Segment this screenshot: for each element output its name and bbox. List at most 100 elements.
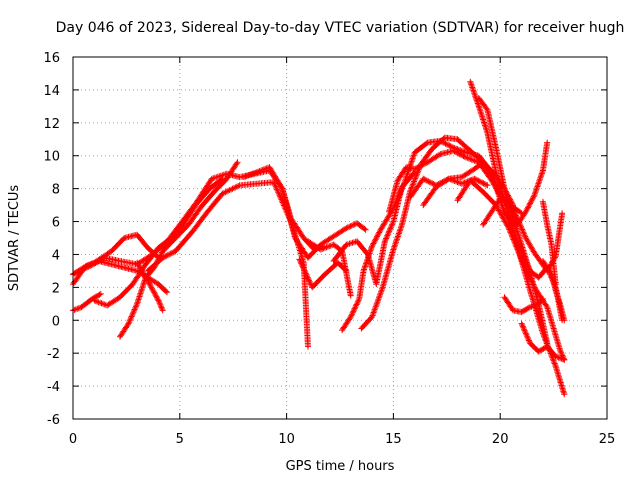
data-point (307, 345, 309, 348)
data-point (243, 176, 245, 178)
data-point (482, 161, 484, 164)
data-point (503, 210, 506, 213)
data-point (208, 187, 211, 190)
series-marks (91, 175, 226, 309)
data-point (82, 266, 85, 269)
data-point (187, 224, 190, 226)
data-point (499, 197, 502, 200)
data-point (255, 182, 258, 185)
data-point (554, 355, 557, 358)
data-point (268, 166, 271, 169)
series-track-24 (501, 294, 546, 315)
data-point (221, 177, 224, 180)
data-point (482, 224, 484, 226)
data-point (486, 131, 489, 134)
x-tick-label: 10 (278, 432, 295, 447)
series-track-5 (91, 175, 226, 309)
data-point (439, 153, 442, 155)
data-point (356, 240, 358, 243)
y-tick-label: 0 (52, 314, 60, 329)
data-point (512, 309, 514, 312)
data-point (495, 171, 497, 173)
data-point (311, 286, 314, 289)
data-point (550, 243, 553, 246)
y-tick-label: 16 (43, 51, 60, 66)
data-point (559, 303, 561, 305)
data-point (332, 260, 335, 262)
data-point (99, 293, 102, 295)
series-track-23 (505, 139, 551, 228)
data-point (413, 151, 416, 154)
data-point (478, 97, 480, 99)
data-point (384, 240, 386, 243)
data-point (337, 261, 339, 264)
data-point (123, 266, 126, 269)
data-point (332, 243, 335, 246)
data-point (546, 141, 548, 144)
data-point (170, 237, 173, 239)
data-point (106, 304, 108, 307)
data-point (345, 227, 348, 229)
y-tick-label: -4 (47, 380, 60, 395)
data-point (206, 210, 209, 213)
data-point (520, 250, 523, 252)
data-point (482, 191, 484, 193)
y-tick-label: 14 (43, 84, 60, 99)
y-tick-label: 2 (52, 281, 60, 296)
data-point (520, 311, 523, 313)
data-point (174, 250, 177, 252)
data-point (93, 261, 96, 264)
data-point (525, 210, 527, 213)
data-point (495, 146, 497, 149)
data-point (136, 303, 138, 305)
data-point (529, 289, 531, 292)
data-point (426, 141, 429, 144)
data-point (358, 298, 361, 300)
data-point (529, 342, 531, 345)
data-point (422, 177, 425, 180)
series-track-7 (134, 259, 166, 314)
data-point (236, 161, 239, 164)
data-point (110, 263, 113, 266)
data-point (563, 358, 566, 361)
data-point (196, 202, 198, 205)
data-point (490, 174, 493, 177)
data-point (281, 187, 284, 190)
data-point (490, 210, 493, 213)
data-point (403, 182, 405, 185)
data-point (388, 210, 390, 213)
data-point (435, 186, 437, 188)
y-axis-label: SDTVAR / TECUs (7, 185, 22, 292)
data-point (520, 322, 523, 325)
y-tick-label: 12 (43, 117, 60, 132)
data-point (161, 309, 164, 312)
data-point (319, 243, 322, 246)
data-point (213, 191, 215, 193)
y-tick-label: 4 (52, 248, 60, 263)
data-point (157, 247, 160, 249)
data-point (396, 179, 399, 182)
series-track-25 (518, 320, 568, 363)
data-point (349, 294, 352, 297)
x-tick-label: 0 (69, 432, 77, 447)
data-point (426, 161, 429, 164)
data-point (356, 222, 358, 224)
data-point (456, 138, 459, 141)
data-point (503, 296, 506, 299)
data-point (546, 306, 548, 308)
data-point (345, 243, 348, 246)
data-point (559, 349, 561, 351)
data-point (469, 179, 472, 182)
data-point (546, 345, 548, 348)
data-point (392, 207, 395, 210)
data-point (238, 184, 241, 187)
y-axis-ticks: -6 -4 -2 0 2 4 6 8 10 12 14 16 (43, 51, 607, 428)
data-point (542, 169, 544, 172)
x-axis-ticks: 0 5 10 15 20 25 (69, 57, 615, 447)
y-tick-label: -2 (47, 347, 60, 362)
x-axis-label: GPS time / hours (286, 459, 395, 474)
data-point (546, 224, 548, 226)
data-point (375, 283, 378, 285)
data-point (225, 177, 228, 180)
series-track-9 (240, 164, 369, 261)
